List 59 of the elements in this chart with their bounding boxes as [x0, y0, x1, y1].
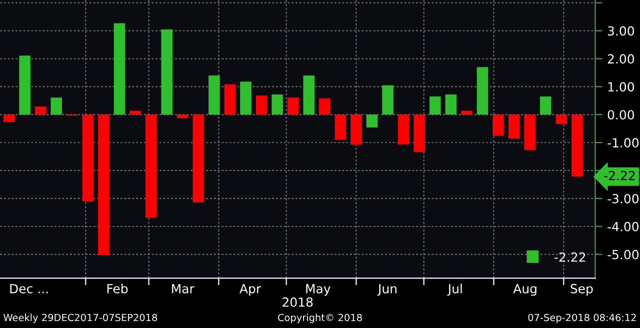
bar [19, 56, 30, 115]
bar [445, 94, 457, 115]
bar [130, 110, 141, 115]
bar [208, 75, 220, 115]
bar [192, 114, 204, 202]
x-tick-label: Feb [107, 284, 128, 294]
bar [429, 96, 441, 115]
text: Weekly 29DEC2017-07SEP2018 [4, 314, 158, 324]
annotation: -2.22 [554, 252, 586, 262]
y-tick-label: 1.00 [608, 82, 634, 92]
bar [82, 114, 94, 202]
bar [256, 96, 268, 115]
text: -2.22 [604, 170, 635, 180]
bar [34, 106, 46, 115]
x-axis-title: 2018 [282, 297, 313, 307]
bar [272, 94, 283, 115]
bar [161, 29, 172, 115]
x-tick-label: Mar [172, 284, 194, 294]
bar [492, 114, 504, 136]
bar [287, 98, 299, 115]
x-tick-label: Sep [570, 284, 593, 296]
x-tick-label: May [306, 284, 330, 296]
bar [508, 114, 520, 139]
bar [240, 82, 252, 115]
x-tick-label: Aug [513, 284, 536, 296]
y-tick-label: -5.00 [608, 250, 639, 260]
y-tick-label: -3.00 [608, 194, 639, 204]
bar [145, 114, 157, 218]
bar [524, 114, 536, 150]
bar [319, 98, 330, 115]
y-tick-label: 0.00 [608, 110, 634, 120]
bar [50, 98, 62, 115]
bar [540, 96, 552, 115]
bar [176, 114, 188, 118]
y-tick-label: -1.00 [608, 138, 639, 148]
bar [3, 114, 15, 122]
bar [572, 114, 583, 177]
bar [114, 23, 126, 115]
bar [461, 110, 472, 115]
bar [303, 75, 315, 115]
text: Copyright© 2018 [278, 314, 362, 324]
bar [556, 114, 568, 124]
text: 07-Sep-2018 08:46:12 [528, 314, 636, 324]
bar [224, 84, 236, 115]
bar [350, 114, 362, 145]
x-tick-label: Jul [447, 284, 462, 296]
bar [334, 114, 346, 140]
bar [366, 114, 378, 128]
bar [398, 114, 410, 145]
x-tick-label: Dec ... [10, 284, 48, 294]
y-tick-label: 3.00 [608, 26, 634, 36]
y-tick-label: -4.00 [608, 222, 639, 232]
bar [476, 67, 488, 115]
bar [382, 85, 394, 115]
bar [98, 114, 110, 255]
x-tick-label: Jun [377, 284, 396, 296]
x-tick-label: Apr [240, 284, 262, 296]
y-tick-label: 2.00 [608, 54, 634, 64]
bar [414, 114, 425, 152]
